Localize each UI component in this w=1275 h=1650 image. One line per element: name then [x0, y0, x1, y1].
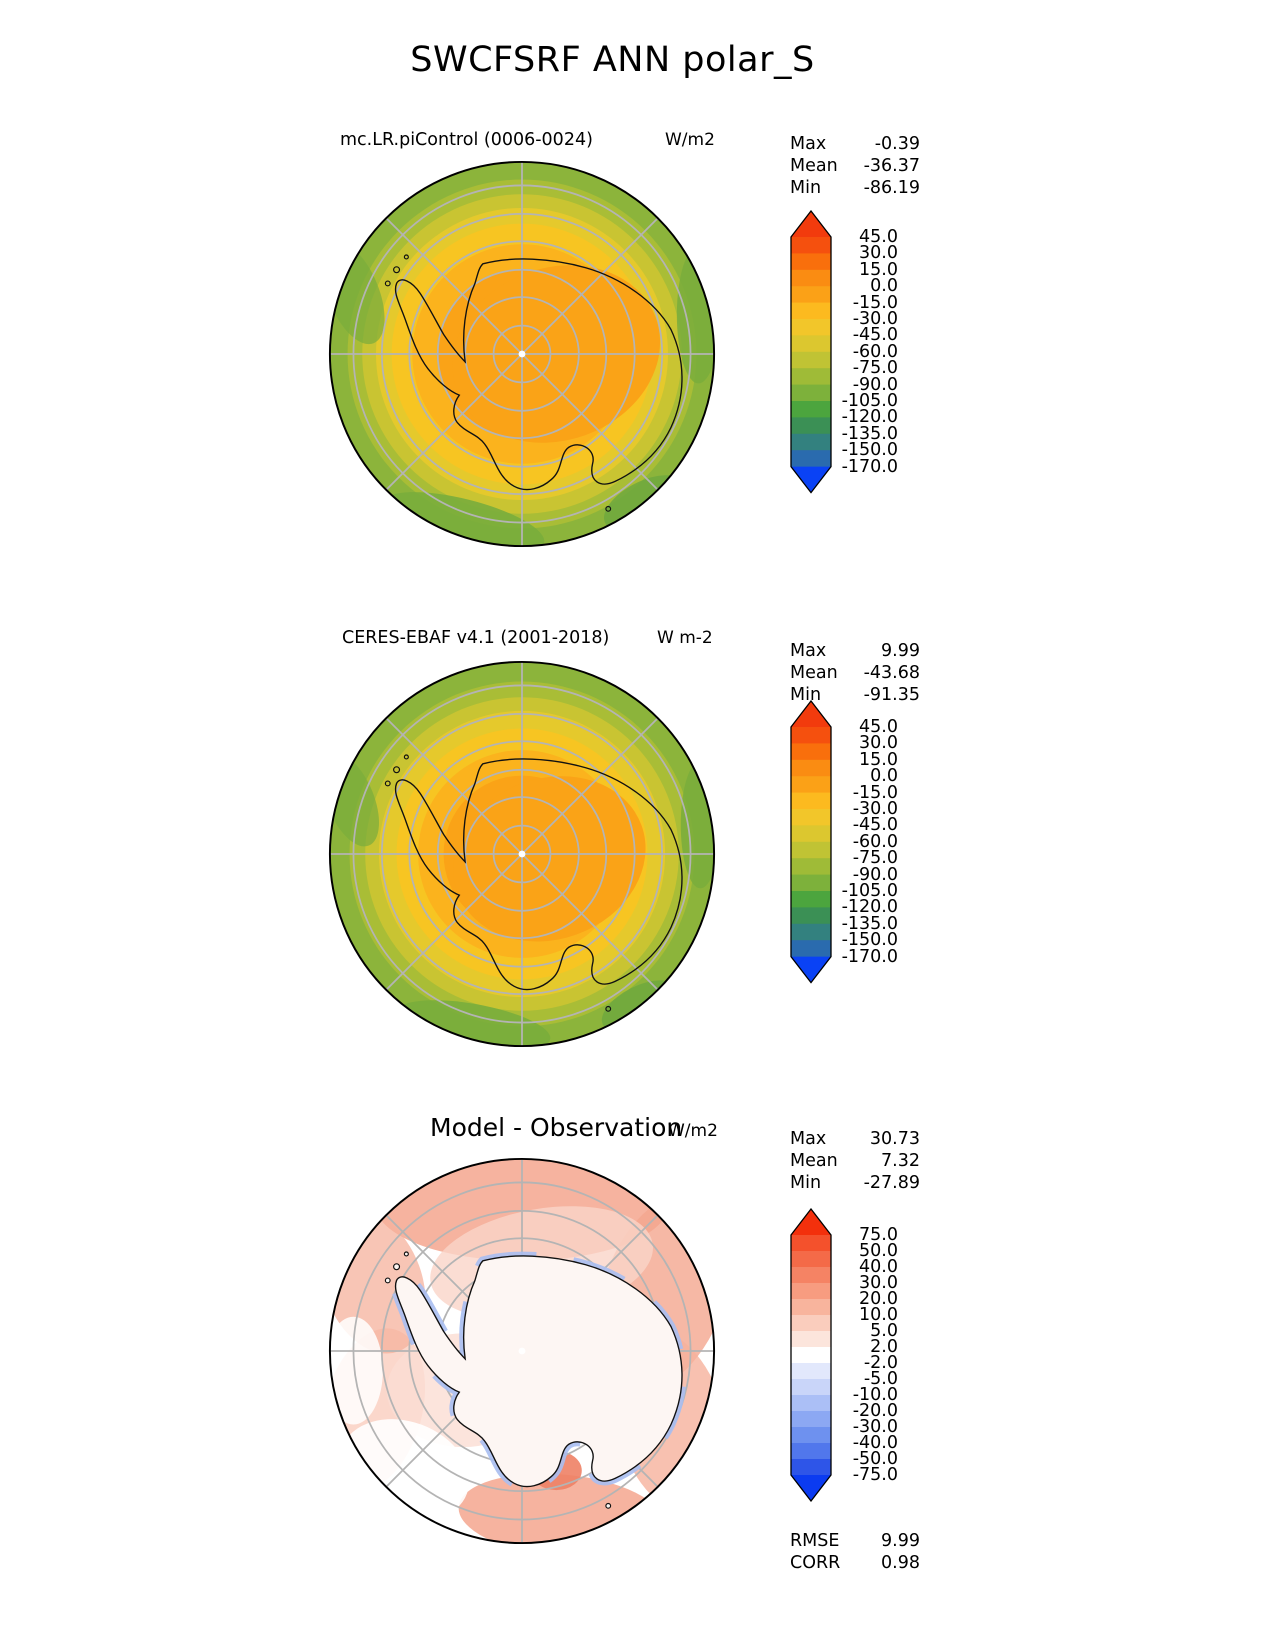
corr-label: CORR — [790, 1553, 841, 1573]
min-label: Min — [790, 1173, 822, 1193]
colorbar-tick: -75.0 — [852, 848, 898, 869]
colorbar-tick: -75.0 — [852, 358, 898, 379]
colorbar-tick: -30.0 — [852, 1417, 898, 1437]
colorbar-tick: 0.0 — [870, 276, 898, 297]
colorbar-tick: -15.0 — [852, 292, 898, 313]
min-value: -91.35 — [863, 685, 920, 705]
corr-value: 0.98 — [881, 1553, 920, 1573]
colorbar-tick: -135.0 — [841, 423, 898, 444]
min-value: -27.89 — [863, 1173, 920, 1193]
stat-row-min: Min -86.19 — [790, 177, 920, 199]
max-label: Max — [790, 641, 827, 661]
colorbar-tick: -135.0 — [841, 913, 898, 934]
stat-row-max: Max -0.39 — [790, 133, 920, 155]
metrics-block: RMSE 9.99 CORR 0.98 — [790, 1530, 920, 1574]
colorbar-tick: -60.0 — [852, 831, 898, 852]
colorbar-tick: 15.0 — [859, 259, 898, 280]
metric-row-rmse: RMSE 9.99 — [790, 1530, 920, 1552]
panel-obs-map — [326, 658, 718, 1050]
colorbar-tick: -5.0 — [863, 1369, 898, 1389]
min-value: -86.19 — [863, 178, 920, 198]
stat-row-max: Max 9.99 — [790, 640, 920, 662]
max-label: Max — [790, 134, 827, 154]
panel-obs-colorbar: 45.0 30.0 15.0 0.0 -15.0 -30.0 -45.0 -60.0 -75.0… — [790, 700, 902, 984]
colorbar-tick: 5.0 — [870, 1321, 898, 1341]
mean-value: 7.32 — [881, 1151, 920, 1171]
colorbar-tick: -105.0 — [841, 881, 898, 901]
max-value: -0.39 — [874, 134, 920, 154]
stat-row-min: Min -91.35 — [790, 684, 920, 706]
colorbar-tick: -50.0 — [852, 1449, 898, 1469]
mean-value: -36.37 — [863, 156, 920, 176]
colorbar-tick: -60.0 — [852, 341, 898, 362]
colorbar-tick: -120.0 — [841, 897, 898, 918]
stat-row-mean: Mean -36.37 — [790, 155, 920, 177]
colorbar-tick: 75.0 — [859, 1225, 898, 1245]
panel-model-units: W/m2 — [665, 130, 715, 150]
colorbar-tick: 45.0 — [859, 717, 898, 737]
panel-diff-stats: Max 30.73 Mean 7.32 Min -27.89 — [790, 1128, 920, 1194]
max-value: 9.99 — [881, 641, 920, 661]
colorbar-tick: -90.0 — [852, 374, 898, 395]
panel-diff-map — [326, 1155, 718, 1547]
panel-model-stats: Max -0.39 Mean -36.37 Min -86.19 — [790, 133, 920, 199]
colorbar-tick: 20.0 — [859, 1289, 898, 1309]
colorbar-tick: -15.0 — [852, 782, 898, 803]
mean-label: Mean — [790, 1151, 838, 1171]
panel-obs-units: W m-2 — [657, 628, 713, 648]
mean-label: Mean — [790, 156, 838, 176]
panel-obs-title: CERES-EBAF v4.1 (2001-2018) — [342, 628, 610, 648]
stat-row-min: Min -27.89 — [790, 1172, 920, 1194]
max-label: Max — [790, 1129, 827, 1149]
colorbar-tick: 2.0 — [870, 1337, 898, 1357]
panel-obs-stats: Max 9.99 Mean -43.68 Min -91.35 — [790, 640, 920, 706]
max-value: 30.73 — [869, 1129, 920, 1149]
panel-diff-title: Model - Observation — [430, 1113, 683, 1142]
colorbar-tick: -45.0 — [852, 325, 898, 346]
colorbar-tick: 15.0 — [859, 749, 898, 770]
panel-model-map — [326, 158, 718, 550]
colorbar-tick: -10.0 — [852, 1385, 898, 1405]
rmse-value: 9.99 — [881, 1531, 920, 1551]
colorbar-tick: -30.0 — [852, 799, 898, 819]
stat-row-mean: Mean 7.32 — [790, 1150, 920, 1172]
colorbar-tick: -20.0 — [852, 1401, 898, 1421]
colorbar-tick: -75.0 — [852, 1465, 898, 1485]
colorbar-tick: -170.0 — [841, 946, 898, 967]
stat-row-mean: Mean -43.68 — [790, 662, 920, 684]
panel-diff-units: W/m2 — [668, 1121, 718, 1141]
colorbar-tick: 50.0 — [859, 1241, 898, 1261]
colorbar-tick: -40.0 — [852, 1433, 898, 1453]
colorbar-tick: 30.0 — [859, 1273, 898, 1293]
colorbar-tick: 45.0 — [859, 227, 898, 247]
colorbar-tick: 10.0 — [859, 1305, 898, 1325]
colorbar-tick: 30.0 — [859, 243, 898, 264]
colorbar-tick: 30.0 — [859, 733, 898, 754]
figure-title: SWCFSRF ANN polar_S — [410, 40, 815, 80]
min-label: Min — [790, 178, 822, 198]
panel-model-title: mc.LR.piControl (0006-0024) — [340, 130, 593, 150]
panel-model-colorbar: 45.0 30.0 15.0 0.0 -15.0 -30.0 -45.0 -60.0 -75.0… — [790, 210, 902, 494]
colorbar-tick: -150.0 — [841, 930, 898, 951]
colorbar-tick: -30.0 — [852, 309, 898, 329]
colorbar-tick: 40.0 — [859, 1257, 898, 1277]
stat-row-max: Max 30.73 — [790, 1128, 920, 1150]
colorbar-tick: -90.0 — [852, 864, 898, 885]
rmse-label: RMSE — [790, 1531, 840, 1551]
colorbar-tick: -120.0 — [841, 407, 898, 428]
min-label: Min — [790, 685, 822, 705]
metric-row-corr: CORR 0.98 — [790, 1552, 920, 1574]
colorbar-tick: -45.0 — [852, 815, 898, 836]
panel-diff-colorbar: 75.0 50.0 40.0 30.0 20.0 10.0 5.0 2.0 -2.0 -5.0 -1… — [790, 1208, 902, 1502]
colorbar-tick: -150.0 — [841, 440, 898, 461]
colorbar-tick: -105.0 — [841, 391, 898, 411]
mean-label: Mean — [790, 663, 838, 683]
mean-value: -43.68 — [863, 663, 920, 683]
colorbar-tick: 0.0 — [870, 766, 898, 787]
colorbar-tick: -2.0 — [863, 1353, 898, 1373]
colorbar-tick: -170.0 — [841, 456, 898, 477]
